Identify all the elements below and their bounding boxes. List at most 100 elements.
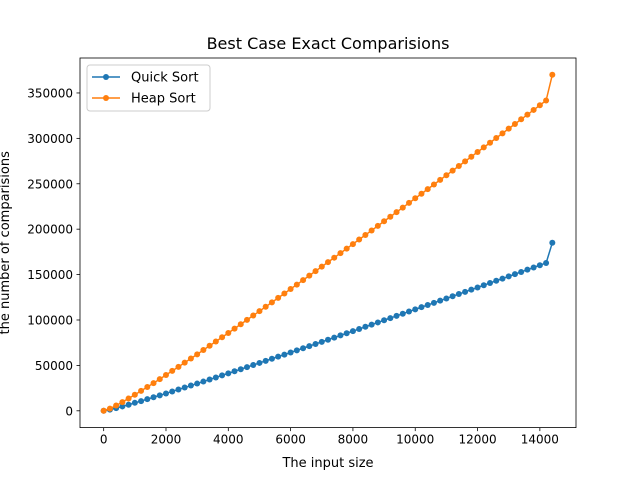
data-point [125, 395, 132, 402]
data-point [287, 349, 294, 356]
data-point [349, 241, 356, 248]
series-layer [100, 71, 556, 414]
data-point [175, 363, 182, 370]
data-point [462, 288, 469, 295]
data-point [131, 399, 138, 406]
data-point [412, 306, 419, 313]
data-point [536, 262, 543, 269]
data-point [399, 310, 406, 317]
data-point [493, 277, 500, 284]
data-point [325, 336, 331, 343]
data-point [113, 402, 120, 409]
data-point [262, 303, 269, 310]
data-point [206, 376, 213, 383]
data-point [549, 239, 556, 246]
data-point [281, 351, 288, 358]
data-point [318, 263, 325, 270]
data-point [362, 323, 369, 330]
data-point [393, 312, 400, 319]
data-point [300, 345, 307, 352]
data-point [387, 315, 394, 322]
data-point [138, 387, 145, 394]
data-point [237, 366, 244, 373]
data-point [424, 186, 431, 193]
data-point [225, 370, 232, 377]
data-point [194, 351, 201, 358]
y-tick-label: 300000 [27, 132, 73, 146]
data-point [262, 357, 269, 364]
x-axis-label: The input size [281, 456, 373, 471]
data-point [418, 190, 425, 197]
data-point [162, 372, 169, 379]
data-point [312, 268, 319, 275]
data-point [480, 282, 487, 289]
data-point [318, 338, 325, 345]
data-point [287, 286, 294, 293]
data-point [256, 359, 263, 366]
data-point [119, 403, 126, 410]
data-point [518, 116, 525, 123]
x-tick-label: 12000 [458, 433, 496, 447]
data-point [175, 386, 182, 393]
data-point [219, 334, 226, 341]
legend-marker [103, 74, 109, 80]
data-point [169, 388, 176, 395]
data-point [487, 280, 494, 287]
data-point [275, 353, 282, 360]
data-point [194, 380, 201, 387]
data-point [150, 380, 157, 387]
data-point [250, 362, 257, 369]
y-tick-label: 250000 [27, 177, 73, 191]
legend-marker [103, 95, 109, 101]
data-point [243, 316, 250, 323]
data-point [169, 367, 176, 374]
data-point [231, 368, 238, 375]
data-point [462, 158, 469, 165]
legend: Quick Sort Heap Sort [86, 64, 211, 112]
y-tick-label: 350000 [27, 86, 73, 100]
data-point [518, 268, 525, 275]
data-point [449, 167, 456, 174]
data-point [200, 347, 207, 354]
data-point [505, 125, 512, 132]
x-tick-label: 10000 [396, 433, 434, 447]
data-point [393, 209, 400, 216]
data-point [256, 308, 263, 315]
data-point [530, 106, 537, 113]
data-point [100, 407, 107, 414]
data-point [181, 359, 188, 366]
data-point [368, 321, 375, 328]
data-point [443, 172, 450, 179]
data-point [349, 328, 356, 335]
y-tick-label: 150000 [27, 268, 73, 282]
x-tick-label: 2000 [151, 433, 182, 447]
data-point [437, 176, 444, 183]
data-point [331, 334, 338, 341]
data-point [293, 347, 300, 354]
data-point [138, 398, 145, 405]
data-point [119, 399, 126, 406]
data-point [343, 245, 350, 252]
data-point [549, 71, 556, 78]
data-point [399, 204, 406, 211]
data-point [493, 135, 500, 141]
data-point [219, 372, 226, 379]
y-tick-label: 200000 [27, 223, 73, 237]
data-point [356, 325, 363, 332]
data-point [331, 254, 338, 261]
data-point [499, 275, 506, 282]
data-point [312, 340, 319, 347]
data-point [543, 260, 550, 267]
data-point [156, 392, 163, 399]
data-point [250, 312, 257, 319]
data-point [293, 281, 300, 288]
data-point [524, 111, 531, 118]
data-point [325, 259, 331, 266]
data-point [474, 148, 481, 155]
data-point [187, 382, 194, 389]
x-tick-label: 0 [100, 433, 108, 447]
series-heap-sort [100, 71, 556, 414]
data-point [343, 330, 350, 337]
y-tick-label: 100000 [27, 313, 73, 327]
data-point [281, 290, 288, 297]
